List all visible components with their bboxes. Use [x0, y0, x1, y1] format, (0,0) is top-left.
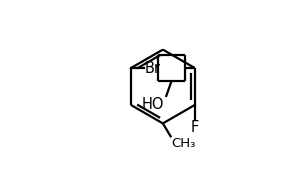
- Text: F: F: [191, 120, 199, 135]
- Text: CH₃: CH₃: [172, 137, 196, 150]
- Text: Br: Br: [145, 61, 160, 76]
- Text: HO: HO: [142, 97, 165, 112]
